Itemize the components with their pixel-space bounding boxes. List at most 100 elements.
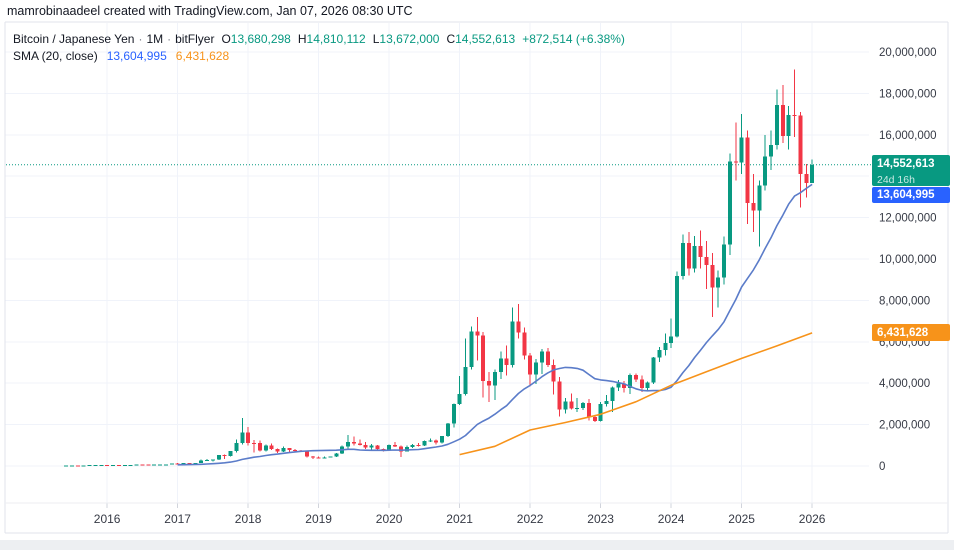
candle bbox=[751, 174, 756, 233]
candle bbox=[99, 464, 104, 466]
candle bbox=[363, 441, 368, 449]
candle bbox=[393, 442, 397, 448]
candle bbox=[780, 85, 785, 144]
candle bbox=[457, 375, 462, 405]
candle bbox=[510, 307, 515, 368]
sma-blue-line bbox=[177, 183, 813, 466]
candle bbox=[322, 456, 327, 459]
candle bbox=[628, 373, 632, 395]
candle bbox=[310, 456, 315, 459]
candle bbox=[645, 381, 650, 391]
candle bbox=[281, 446, 286, 452]
candle bbox=[75, 465, 80, 467]
candle bbox=[710, 252, 715, 317]
candle bbox=[334, 453, 339, 457]
candle bbox=[575, 398, 580, 412]
year-label: 2025 bbox=[728, 512, 755, 526]
open-value: 13,680,298 bbox=[230, 32, 291, 46]
year-label: 2024 bbox=[658, 512, 685, 526]
open-label: O bbox=[221, 32, 231, 46]
indicator-legend-row: SMA (20, close) 13,604,995 6,431,628 bbox=[13, 48, 625, 65]
candle bbox=[516, 303, 521, 339]
candle bbox=[152, 464, 157, 466]
candle bbox=[181, 463, 186, 465]
candle bbox=[228, 450, 233, 457]
candle bbox=[199, 459, 204, 463]
candle bbox=[757, 180, 762, 247]
candle bbox=[158, 464, 162, 466]
indicator-orange-value: 6,431,628 bbox=[175, 49, 230, 63]
candle bbox=[528, 353, 533, 387]
candle bbox=[692, 235, 697, 273]
candle bbox=[769, 130, 773, 170]
candle bbox=[633, 373, 638, 383]
candle bbox=[316, 456, 321, 459]
bar-countdown-badge: 24d 16h bbox=[872, 173, 950, 186]
candle bbox=[774, 89, 779, 150]
candle bbox=[680, 234, 685, 280]
candle bbox=[569, 393, 574, 410]
low-label: L bbox=[372, 32, 380, 46]
high-value: 14,810,112 bbox=[306, 32, 366, 46]
candle bbox=[639, 375, 644, 392]
price-axis[interactable]: 02,000,0004,000,0006,000,0008,000,00010,… bbox=[879, 47, 937, 473]
candle bbox=[675, 271, 679, 338]
candle bbox=[275, 448, 280, 453]
year-label: 2026 bbox=[799, 512, 826, 526]
candle bbox=[451, 403, 456, 428]
close-value: 14,552,613 bbox=[455, 32, 516, 46]
candle bbox=[169, 463, 174, 465]
candle bbox=[428, 438, 433, 442]
candle bbox=[798, 112, 803, 208]
candle bbox=[545, 348, 550, 368]
candle bbox=[434, 439, 439, 445]
year-label: 2021 bbox=[446, 512, 473, 526]
candle bbox=[346, 434, 350, 450]
candle bbox=[105, 464, 110, 466]
candle bbox=[93, 464, 98, 467]
candle bbox=[663, 333, 668, 356]
candle bbox=[469, 326, 474, 370]
candle bbox=[445, 422, 450, 438]
candle bbox=[222, 454, 227, 460]
candle bbox=[727, 153, 732, 255]
year-label: 2022 bbox=[517, 512, 544, 526]
candle bbox=[539, 349, 544, 374]
candle bbox=[369, 443, 374, 450]
candle bbox=[492, 369, 497, 400]
candle bbox=[416, 443, 421, 447]
year-label: 2016 bbox=[94, 512, 121, 526]
interval-value[interactable]: 1M bbox=[146, 32, 164, 46]
candle bbox=[140, 464, 145, 466]
candle bbox=[745, 130, 750, 224]
candle bbox=[669, 318, 674, 349]
indicator-title[interactable]: SMA (20, close) bbox=[13, 49, 98, 63]
candle bbox=[263, 444, 268, 452]
candle bbox=[651, 356, 656, 385]
sma-blue-price-badge: 13,604,995 bbox=[872, 187, 950, 203]
candle bbox=[463, 338, 468, 396]
year-label: 2020 bbox=[376, 512, 403, 526]
price-tick-label: 16,000,000 bbox=[879, 130, 937, 142]
candle bbox=[786, 105, 791, 150]
candle bbox=[146, 464, 151, 466]
candle bbox=[598, 402, 603, 422]
price-tick-label: 0 bbox=[879, 461, 885, 473]
candle bbox=[481, 331, 486, 398]
price-tick-label: 8,000,000 bbox=[879, 295, 930, 307]
close-label: C bbox=[446, 32, 456, 46]
price-tick-label: 2,000,000 bbox=[879, 420, 930, 432]
candle bbox=[475, 316, 480, 361]
price-tick-label: 4,000,000 bbox=[879, 378, 930, 390]
candle bbox=[622, 380, 627, 393]
candle bbox=[657, 346, 662, 362]
candle bbox=[522, 327, 527, 360]
candle bbox=[234, 439, 239, 453]
time-axis[interactable]: 2016 2017 2018 2019 2020 2021 2022 2023 2024 2025… bbox=[94, 512, 826, 526]
symbol-title[interactable]: Bitcoin / Japanese Yen bbox=[13, 32, 135, 46]
change-value: +872,514 (+6.38%) bbox=[522, 32, 625, 46]
candle bbox=[64, 465, 68, 467]
candle bbox=[351, 436, 356, 446]
candle bbox=[163, 464, 168, 466]
